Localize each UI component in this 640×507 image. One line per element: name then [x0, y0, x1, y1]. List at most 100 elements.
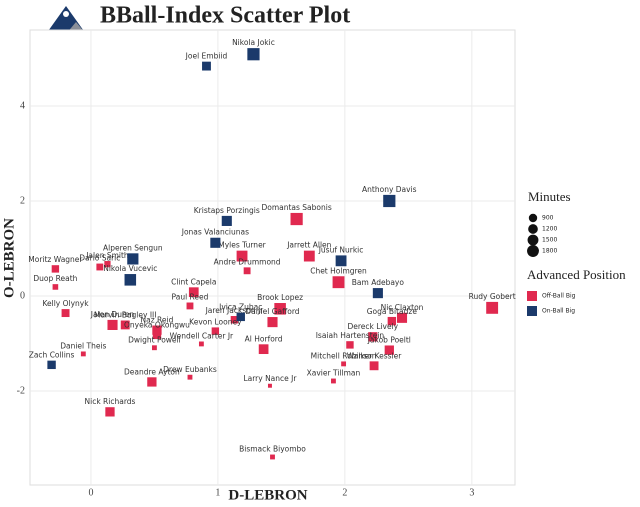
point-label: Al Horford: [245, 334, 283, 343]
point: [331, 378, 336, 384]
point: [290, 212, 303, 226]
point-label: Jalen Smith: [85, 251, 129, 260]
point-label: Andre Drummond: [214, 257, 281, 266]
point: [52, 284, 59, 290]
point: [332, 276, 345, 289]
point: [151, 345, 157, 351]
point: [104, 261, 111, 268]
point: [188, 287, 199, 298]
point: [369, 361, 379, 371]
point: [152, 330, 162, 340]
point: [47, 360, 56, 370]
marks: Domantas Sabonis Myles Turner Jarrett Alle…: [28, 38, 516, 460]
point-label: Anthony Davis: [362, 185, 417, 194]
point-label: Nikola Jokic: [232, 38, 275, 47]
point: [230, 316, 239, 324]
y-tick-label: -2: [17, 385, 25, 396]
size-legend-dot: [527, 245, 539, 257]
point: [341, 361, 347, 367]
point: [486, 301, 499, 314]
point: [198, 341, 204, 347]
size-legend-dot: [528, 213, 538, 223]
y-tick-label: 0: [20, 290, 25, 301]
x-tick-label: 0: [88, 487, 93, 498]
point-label: Naz Reid: [141, 316, 174, 325]
point-label: Daniel Gafford: [245, 307, 299, 316]
point: [303, 250, 315, 262]
point-label: Ivica Zubac: [219, 303, 262, 312]
point: [107, 319, 118, 330]
point-label: Goga Bitadze: [367, 307, 418, 316]
point: [335, 255, 347, 267]
point-label: Zach Collins: [29, 351, 75, 360]
point-label: Myles Turner: [218, 241, 266, 250]
point-label: Isaiah Hartenstein: [316, 331, 385, 340]
point: [202, 61, 211, 71]
point-label: Xavier Tillman: [307, 369, 361, 378]
point: [211, 327, 220, 335]
x-tick-label: 2: [342, 487, 347, 498]
legend-label: On-Ball Big: [542, 308, 575, 315]
size-legend-label: 1800: [542, 248, 557, 255]
point-label: Drew Eubanks: [163, 365, 217, 374]
point-label: Dario Saric: [79, 254, 120, 263]
point: [127, 253, 139, 265]
point: [96, 263, 104, 271]
size-legend-label: 900: [542, 215, 554, 222]
point: [80, 351, 86, 357]
size-legend-dot: [528, 224, 538, 234]
point: [346, 341, 354, 349]
point-label: Deandre Ayton: [124, 367, 180, 376]
point: [236, 312, 245, 322]
point: [270, 454, 275, 460]
y-tick-label: 4: [20, 100, 25, 111]
point-label: Marvin Bagley III: [94, 311, 156, 320]
point-label: Brook Lopez: [257, 293, 303, 302]
point: [152, 325, 162, 335]
point: [384, 345, 394, 355]
point-label: Rudy Gobert: [469, 292, 516, 301]
point-label: Jalen Duren: [90, 310, 135, 319]
x-axis-title: D-LEBRON: [228, 487, 307, 503]
point: [120, 320, 130, 330]
legend-swatch: [527, 291, 537, 301]
point: [236, 250, 248, 262]
point: [243, 267, 251, 275]
x-tick-label: 1: [215, 487, 220, 498]
point-label: Nick Richards: [85, 397, 136, 406]
point-label: Bismack Biyombo: [239, 445, 306, 454]
point: [186, 302, 194, 310]
point-label: Joel Embiid: [185, 52, 228, 61]
point: [187, 374, 193, 380]
point-label: Jakob Poeltl: [367, 335, 411, 344]
size-legend-dot: [527, 234, 539, 246]
point-label: Daniel Theis: [60, 341, 106, 350]
point-label: Bam Adebayo: [352, 278, 405, 287]
point: [267, 383, 272, 388]
legend-label: Off-Ball Big: [542, 293, 576, 300]
size-legend-title: Minutes: [528, 189, 571, 204]
point: [247, 48, 260, 61]
point: [61, 309, 70, 318]
point: [267, 317, 278, 328]
point-label: Moritz Wagner: [28, 255, 83, 264]
point-label: Dwight Powell: [128, 335, 181, 344]
chart-title: BBall-Index Scatter Plot: [100, 3, 350, 29]
point-label: Nikola Vucevic: [103, 264, 157, 273]
point-label: Jarrett Allen: [286, 241, 331, 250]
y-axis-title: O-LEBRON: [1, 218, 17, 298]
x-tick-label: 3: [469, 487, 474, 498]
color-legend-title: Advanced Position: [527, 267, 626, 282]
point-label: Alperen Sengun: [103, 243, 163, 252]
point: [210, 237, 221, 248]
point: [51, 265, 60, 273]
point: [372, 288, 383, 299]
point: [105, 407, 115, 417]
y-tick-label: 2: [20, 195, 25, 206]
point-label: Wendell Carter Jr: [170, 332, 234, 341]
point: [387, 316, 397, 326]
point-label: Jonas Valanciunas: [181, 228, 249, 237]
point: [396, 312, 408, 323]
point: [274, 303, 286, 315]
